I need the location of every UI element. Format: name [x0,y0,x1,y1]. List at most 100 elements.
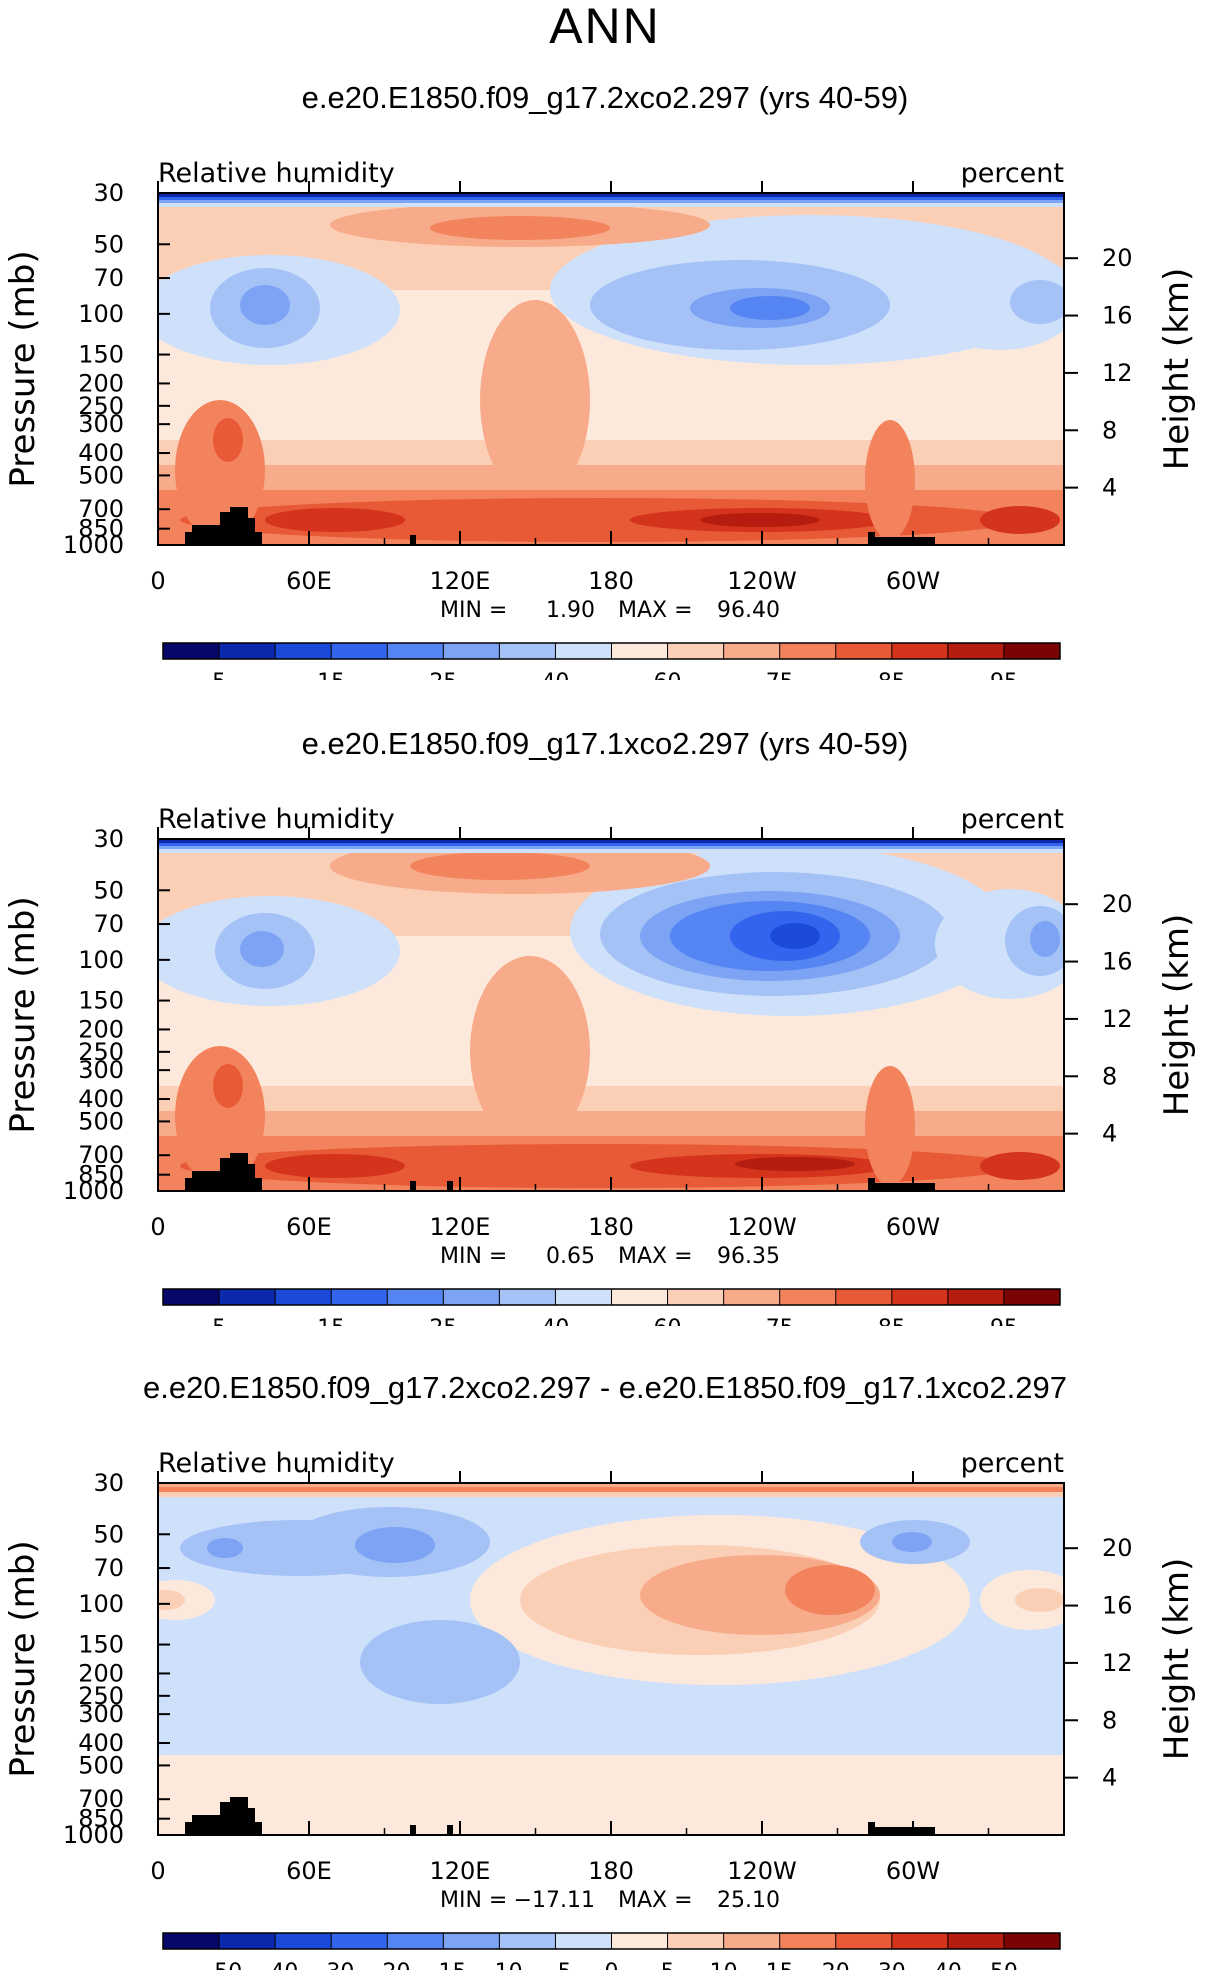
y-tick-label: 200 [78,1015,124,1043]
x-tick-label: 60E [286,1213,332,1241]
panel-3-title: e.e20.E1850.f09_g17.2xco2.297 - e.e20.E1… [143,1370,1067,1405]
colorbar-swatch [443,1289,500,1305]
colorbar-swatch [163,643,220,659]
colorbar-swatch [443,1933,500,1949]
height-tick-label: 12 [1102,1005,1133,1033]
colorbar-label: 30 [878,1960,906,1970]
height-tick-label: 4 [1102,1120,1117,1148]
max-value: 25.10 [717,1888,780,1913]
units-label: percent [961,804,1064,835]
panel-3-chart: Relative humidity percent 0 60E 120E 180 120W 6… [3,1448,1197,1970]
max-label: MAX = [618,598,693,623]
colorbar-swatch [555,1933,612,1949]
colorbar-swatch [947,643,1005,659]
y-tick-label: 250 [78,1038,124,1066]
min-label: MIN = [440,1888,507,1913]
colorbar-swatch [1003,643,1061,659]
colorbar-label: 25 [429,670,457,680]
y-tick-label: 70 [93,910,124,938]
height-tick-label: 8 [1102,1706,1117,1734]
y-tick-label: 850 [78,1805,124,1833]
y-tick-label: 500 [78,461,124,489]
colorbar-label: 75 [766,670,794,680]
x-tick-label: 60W [886,567,940,595]
y-tick-label: 70 [93,264,124,292]
x-tick-label: 0 [150,1857,165,1885]
height-tick-label: 8 [1102,1062,1117,1090]
y-tick-label: 300 [78,1700,124,1728]
colorbar-label: 50 [990,1960,1018,1970]
colorbar-label: 95 [990,1316,1018,1326]
colorbar-label: −30 [308,1960,354,1970]
colorbar-label: 25 [429,1316,457,1326]
y-tick-label: 250 [78,392,124,420]
colorbar-swatch [387,1289,444,1305]
colorbar-swatch [555,643,612,659]
y-tick-label: 300 [78,410,124,438]
x-tick-label: 180 [588,1857,634,1885]
height-axis-label: Height (km) [1157,914,1197,1117]
y-tick-label: 700 [78,1785,124,1813]
colorbar-swatch [331,1289,388,1305]
min-value: 1.90 [546,598,595,623]
units-label: percent [961,158,1064,189]
colorbar-label: 15 [317,670,345,680]
max-label: MAX = [618,1888,693,1913]
y-tick-label: 500 [78,1107,124,1135]
colorbar-label: −50 [196,1960,242,1970]
colorbar-label: 85 [878,1316,906,1326]
y-tick-label: 50 [93,876,124,904]
height-tick-label: 16 [1102,948,1133,976]
colorbar-swatch [723,643,781,659]
colorbar-swatch [387,1933,444,1949]
height-tick-label: 12 [1102,1649,1133,1677]
colorbar-swatch [331,643,388,659]
colorbar-swatch [947,1933,1005,1949]
y-tick-label: 50 [93,230,124,258]
page-title: ANN [549,0,661,54]
x-tick-label: 60W [886,1213,940,1241]
y-tick-label: 50 [93,1520,124,1548]
x-tick-label: 180 [588,567,634,595]
colorbar-swatch [219,643,276,659]
y-tick-label: 100 [78,300,124,328]
colorbar-swatch [723,1289,781,1305]
colorbar-swatch [1003,1289,1061,1305]
x-tick-label: 120E [430,567,491,595]
colorbar-swatch [891,1933,949,1949]
colorbar-label: −5 [539,1960,571,1970]
units-label: percent [961,1448,1064,1479]
min-value: 0.65 [546,1244,595,1269]
y-tick-label: 400 [78,439,124,467]
height-tick-label: 4 [1102,1764,1117,1792]
y-tick-label: 850 [78,1161,124,1189]
x-tick-label: 0 [150,567,165,595]
y-tick-label: 70 [93,1554,124,1582]
colorbar-swatch [219,1289,276,1305]
x-tick-label: 120E [430,1213,491,1241]
colorbar-label: 95 [990,670,1018,680]
height-tick-label: 12 [1102,359,1133,387]
colorbar-swatch [163,1933,220,1949]
y-tick-label: 1000 [63,1821,124,1849]
colorbar-label: −15 [420,1960,466,1970]
colorbar-swatch [835,643,893,659]
y-tick-label: 400 [78,1729,124,1757]
y-tick-label: 100 [78,1590,124,1618]
colorbar-swatch [779,1289,837,1305]
height-tick-label: 20 [1102,244,1133,272]
colorbar-label: 0 [605,1960,619,1970]
colorbar-swatch [275,643,332,659]
y-tick-label: 500 [78,1751,124,1779]
x-tick-label: 120W [727,1213,797,1241]
y-tick-label: 200 [78,369,124,397]
height-tick-label: 4 [1102,474,1117,502]
colorbar-swatch [387,643,444,659]
colorbar-label: −40 [252,1960,298,1970]
x-tick-label: 120E [430,1857,491,1885]
colorbar-label: 15 [317,1316,345,1326]
x-tick-label: 120W [727,1857,797,1885]
colorbar-swatch [947,1289,1005,1305]
y-tick-label: 30 [93,179,124,207]
colorbar-swatch [723,1933,781,1949]
